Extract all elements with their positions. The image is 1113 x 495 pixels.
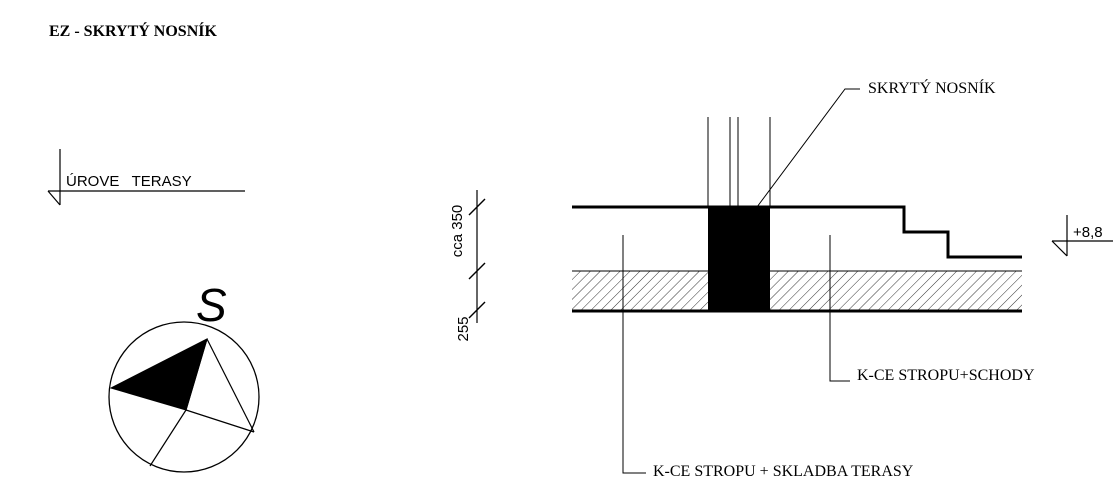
level-marker: ÚROVE TERASY: [47, 149, 245, 206]
wall-lines: [707, 117, 771, 207]
north-letter: S: [196, 279, 227, 331]
floor-stairs-leader: K-CE STROPU+SCHODY: [829, 235, 1035, 384]
dimension-line: cca 350 255: [449, 190, 486, 342]
dimension-upper-label: cca 350: [449, 205, 466, 258]
drawing-title: EZ - SKRYTÝ NOSNÍK: [49, 21, 217, 40]
level-marker-label: ÚROVE TERASY: [66, 173, 192, 190]
floor-terrace-label: K-CE STROPU + SKLADBA TERASY: [653, 463, 914, 480]
elevation-label: +8,8: [1073, 224, 1103, 241]
dimension-lower-label: 255: [455, 316, 472, 341]
hidden-beam-label: SKRYTÝ NOSNÍK: [868, 78, 996, 97]
floor-terrace-leader: K-CE STROPU + SKLADBA TERASY: [622, 235, 914, 480]
terrace-surface-line: [572, 205, 1022, 259]
hidden-beam-leader: SKRYTÝ NOSNÍK: [756, 78, 996, 208]
elevation-marker: +8,8: [1051, 215, 1113, 257]
slab-hatch: [572, 271, 1022, 311]
floor-stairs-label: K-CE STROPU+SCHODY: [857, 367, 1035, 384]
north-arrow-icon: S: [108, 279, 260, 473]
hidden-beam: [708, 207, 770, 311]
